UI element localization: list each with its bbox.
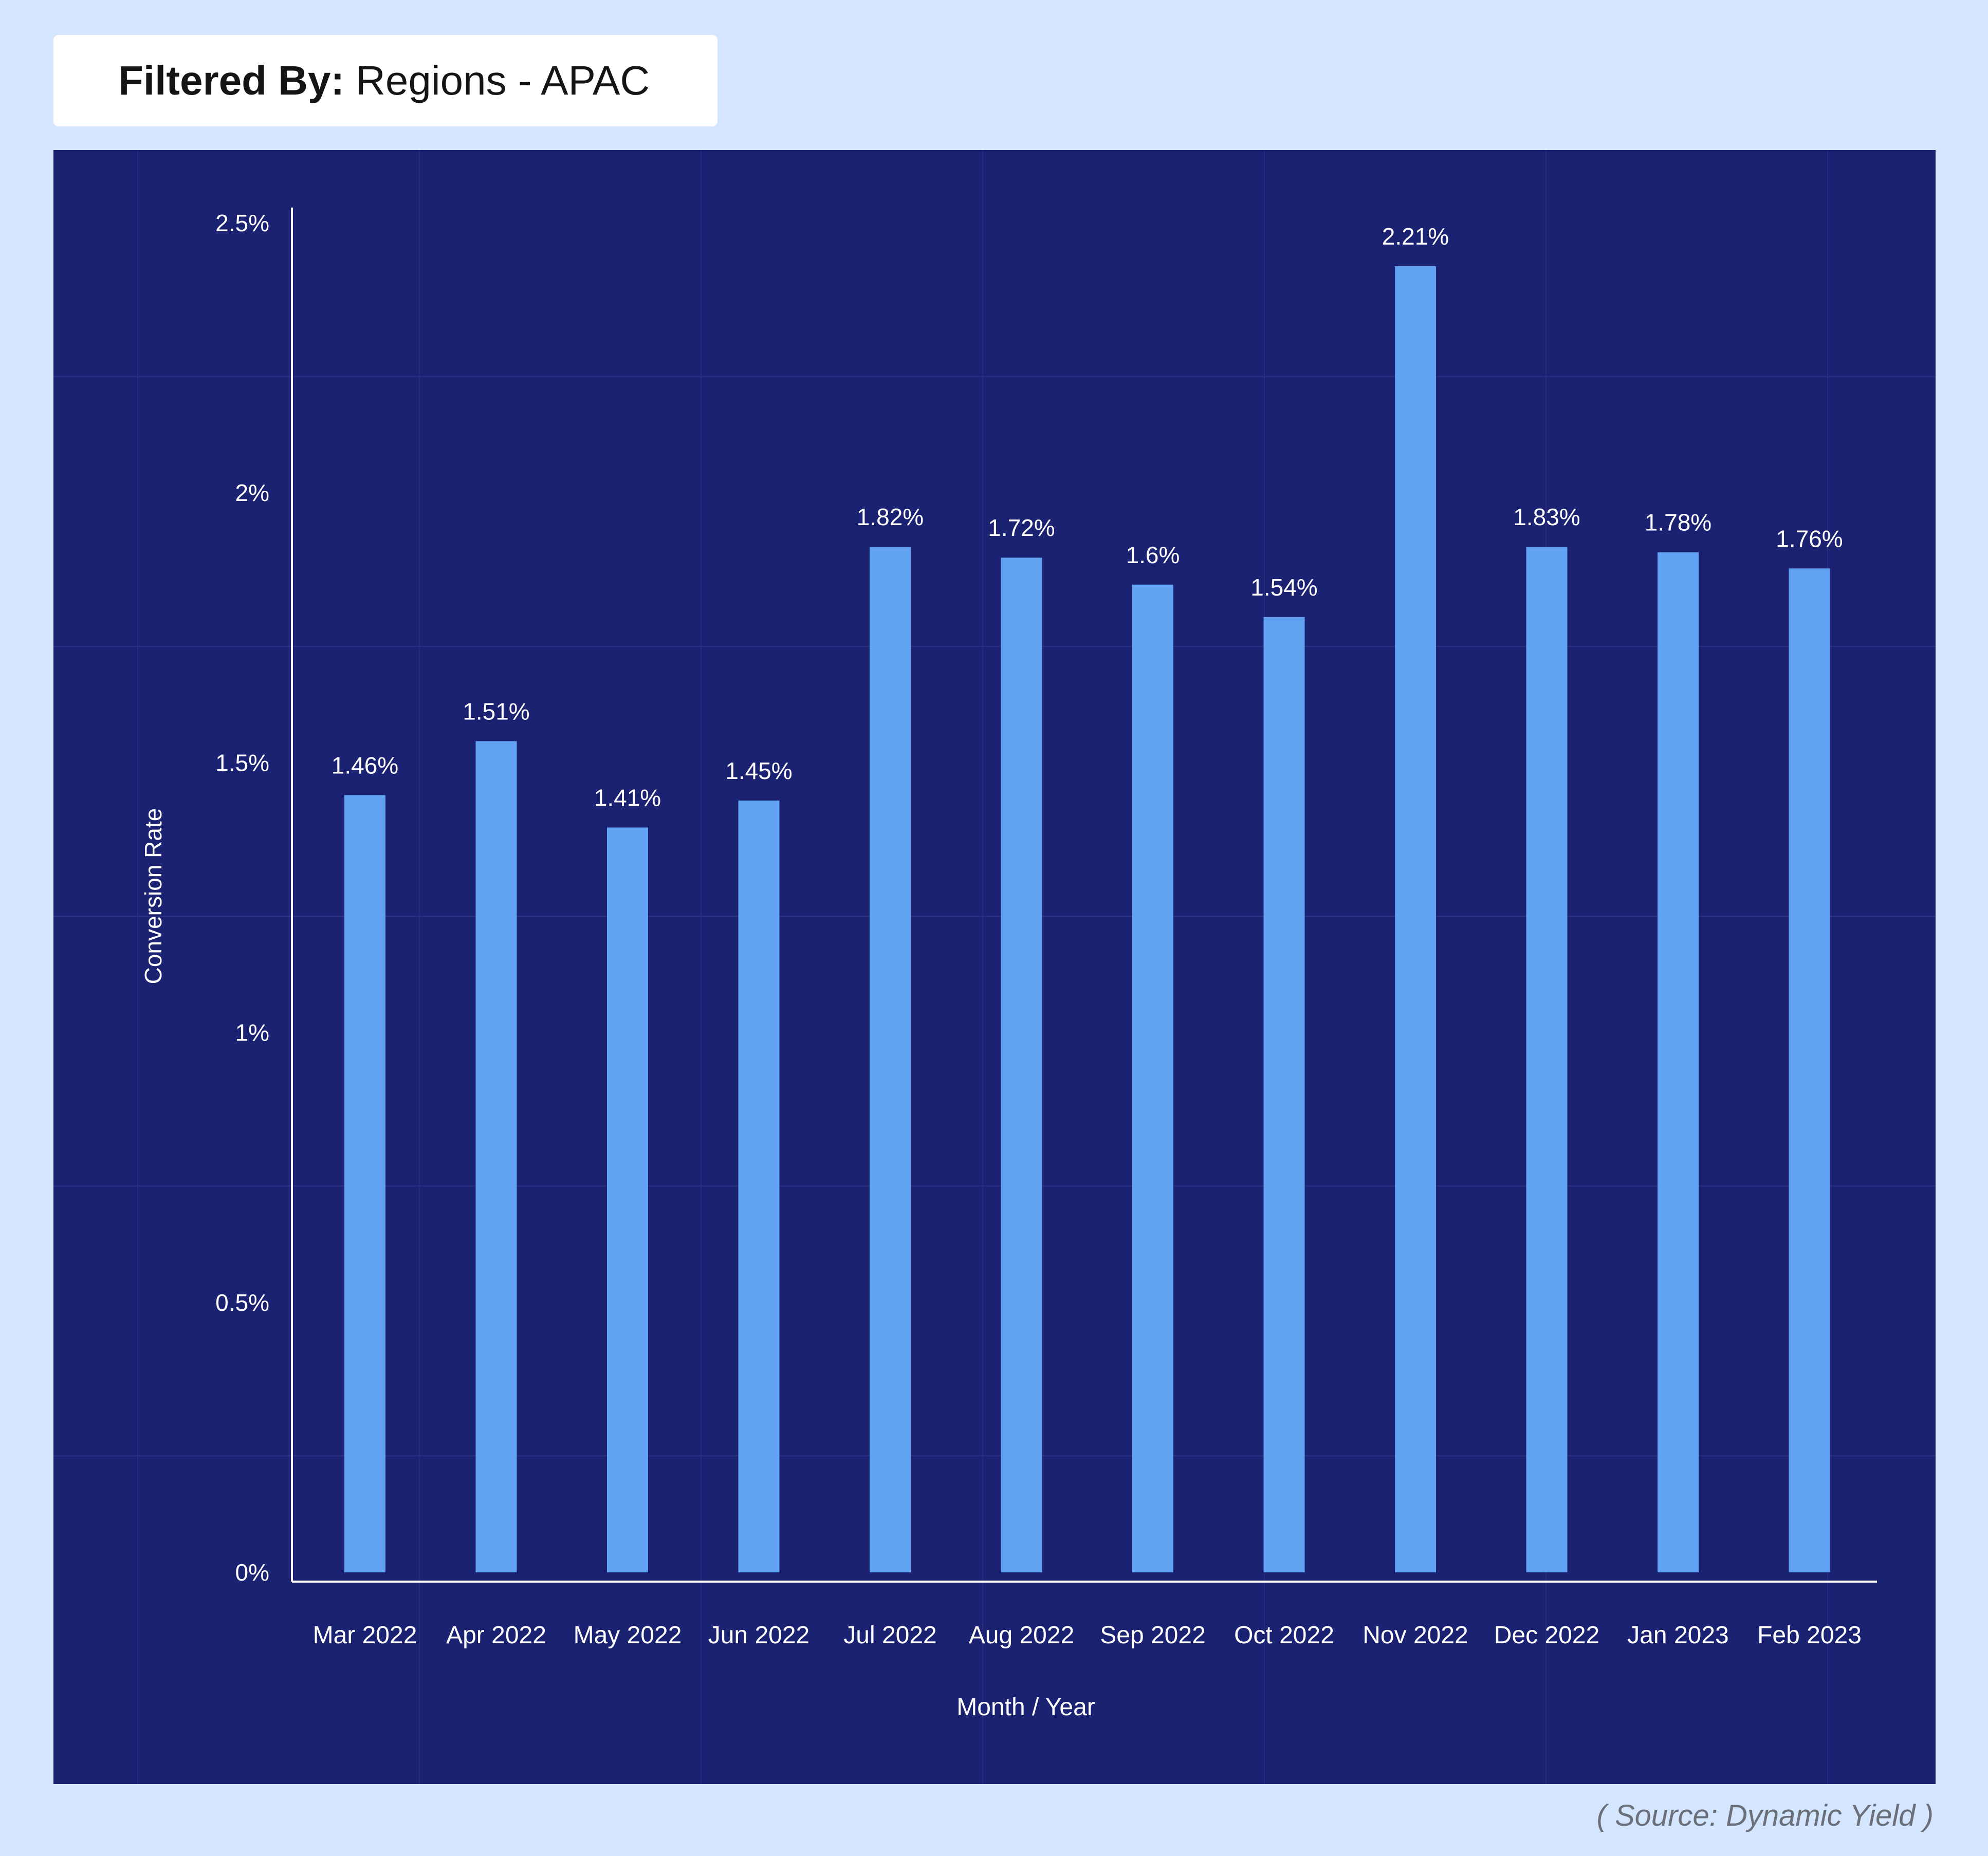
x-tick-label: Oct 2022 <box>1234 1622 1334 1649</box>
y-axis-title: Conversion Rate <box>140 808 167 985</box>
y-tick-labels: 0% 0.5% 1% 1.5% 2% 2.5% <box>215 210 269 1586</box>
y-tick-label: 1.5% <box>215 749 269 776</box>
bar-apr-2022 <box>475 741 517 1572</box>
data-label: 1.83% <box>1513 504 1580 530</box>
x-tick-label: Sep 2022 <box>1100 1622 1206 1649</box>
y-tick-label: 2.5% <box>215 210 269 236</box>
x-axis-title: Month / Year <box>956 1694 1095 1721</box>
bar-feb-2023 <box>1789 568 1830 1572</box>
filter-label: Filtered By: <box>118 58 345 103</box>
source-note: ( Source: Dynamic Yield ) <box>1596 1799 1934 1832</box>
x-tick-label: Jul 2022 <box>843 1622 936 1649</box>
x-tick-label: Jan 2023 <box>1627 1622 1729 1649</box>
data-label: 1.6% <box>1126 542 1180 568</box>
data-label: 1.78% <box>1645 509 1711 536</box>
x-tick-label: Apr 2022 <box>446 1622 546 1649</box>
y-tick-label: 2% <box>235 479 269 506</box>
y-tick-label: 0% <box>235 1559 269 1586</box>
bar-nov-2022 <box>1395 266 1436 1572</box>
data-labels: 1.46% 1.51% 1.41% 1.45% 1.82% 1.72% 1.6% 1.54% 2… <box>332 223 1843 811</box>
axes <box>291 208 1877 1583</box>
bar-dec-2022 <box>1526 547 1568 1572</box>
x-tick-label: May 2022 <box>574 1622 682 1649</box>
data-label: 2.21% <box>1382 223 1449 250</box>
x-tick-label: Dec 2022 <box>1494 1622 1599 1649</box>
data-label: 1.82% <box>857 504 924 530</box>
bar-sep-2022 <box>1132 584 1173 1572</box>
data-label: 1.51% <box>463 698 529 725</box>
data-label: 1.76% <box>1776 525 1843 552</box>
data-label: 1.45% <box>725 757 792 784</box>
x-tick-label: Mar 2022 <box>313 1622 417 1649</box>
data-label: 1.46% <box>332 752 398 778</box>
bars <box>344 266 1830 1572</box>
bar-jan-2023 <box>1658 552 1699 1572</box>
filter-badge: Filtered By: Regions - APAC <box>53 35 717 126</box>
bar-may-2022 <box>607 827 648 1572</box>
x-tick-label: Aug 2022 <box>969 1622 1075 1649</box>
y-tick-label: 0.5% <box>215 1289 269 1316</box>
bar-oct-2022 <box>1263 617 1305 1572</box>
x-tick-label: Feb 2023 <box>1757 1622 1862 1649</box>
x-tick-label: Nov 2022 <box>1363 1622 1468 1649</box>
x-tick-labels: Mar 2022 Apr 2022 May 2022 Jun 2022 Jul 2022… <box>313 1622 1862 1649</box>
bar-chart: 0% 0.5% 1% 1.5% 2% 2.5% Mar 2022 Apr 2022 May 2… <box>53 150 1936 1784</box>
chart-panel: 0% 0.5% 1% 1.5% 2% 2.5% Mar 2022 Apr 2022 May 2… <box>53 150 1936 1784</box>
data-label: 1.72% <box>988 514 1055 541</box>
bar-jun-2022 <box>738 800 780 1572</box>
bar-mar-2022 <box>344 795 385 1572</box>
y-tick-label: 1% <box>235 1019 269 1046</box>
bar-aug-2022 <box>1001 558 1042 1572</box>
x-tick-label: Jun 2022 <box>708 1622 810 1649</box>
data-label: 1.54% <box>1250 574 1317 601</box>
filter-value: Regions - APAC <box>356 58 650 103</box>
grid-lines <box>53 150 1936 1784</box>
data-label: 1.41% <box>594 784 661 811</box>
bar-jul-2022 <box>870 547 911 1572</box>
